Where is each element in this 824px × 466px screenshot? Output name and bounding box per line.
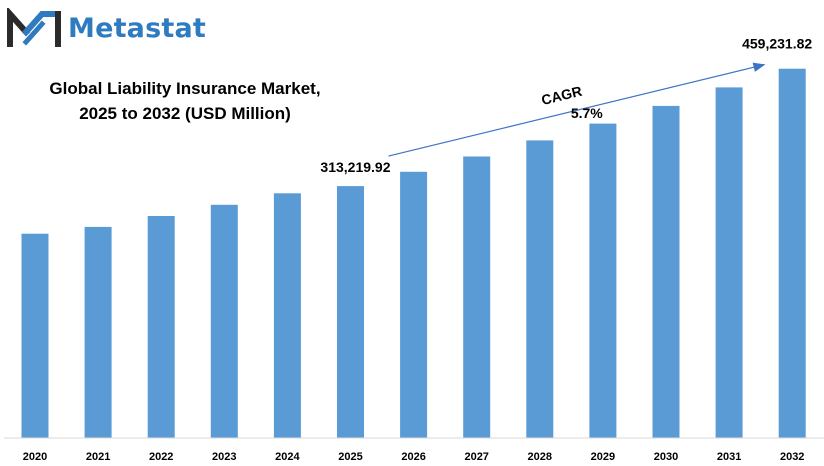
x-tick-label-2020: 2020 — [23, 451, 47, 463]
bar-2031 — [715, 87, 743, 439]
x-tick-label-2032: 2032 — [780, 451, 804, 463]
metastat-logo-icon — [7, 8, 61, 47]
bar-2022 — [147, 216, 175, 438]
bar-2027 — [463, 156, 491, 438]
bar-2023 — [210, 204, 238, 438]
data-label-2032: 459,231.82 — [742, 36, 812, 52]
bars-layer — [21, 68, 806, 439]
x-tick-label-2026: 2026 — [401, 451, 425, 463]
bar-2030 — [652, 105, 680, 439]
brand-name: Metastat — [68, 12, 207, 44]
x-tick-label-2022: 2022 — [149, 451, 173, 463]
chart-title: Global Liability Insurance Market, 2025 … — [20, 76, 350, 126]
bar-2029 — [589, 123, 617, 438]
x-tick-label-2028: 2028 — [528, 451, 552, 463]
x-tick-label-2030: 2030 — [654, 451, 678, 463]
x-tick-label-2025: 2025 — [338, 451, 362, 463]
data-label-2025: 313,219.92 — [320, 159, 390, 175]
chart-title-line-1: Global Liability Insurance Market, — [49, 79, 321, 98]
bar-2028 — [526, 140, 554, 438]
bar-2024 — [273, 193, 301, 438]
bar-2025 — [337, 186, 364, 438]
cagr-arrow — [388, 62, 766, 157]
cagr-label: CAGR — [540, 83, 584, 108]
bar-2021 — [84, 226, 112, 438]
x-axis-tick-labels: 2020 2021 2022 2023 2024 2025 2026 2027 2028 2029… — [23, 451, 805, 463]
x-tick-label-2023: 2023 — [212, 451, 236, 463]
bar-2026 — [400, 171, 428, 439]
cagr-value: 5.7% — [571, 105, 603, 121]
brand-logo: Metastat — [6, 6, 206, 50]
chart-title-line-2: 2025 to 2032 (USD Million) — [79, 104, 291, 123]
x-tick-label-2027: 2027 — [464, 451, 488, 463]
x-tick-label-2029: 2029 — [591, 451, 615, 463]
bar-2020 — [21, 233, 49, 438]
x-tick-label-2031: 2031 — [717, 451, 741, 463]
bar-2032 — [778, 68, 806, 438]
data-labels: 313,219.92 459,231.82 — [320, 36, 812, 175]
x-tick-label-2024: 2024 — [275, 451, 300, 463]
x-tick-label-2021: 2021 — [86, 451, 110, 463]
